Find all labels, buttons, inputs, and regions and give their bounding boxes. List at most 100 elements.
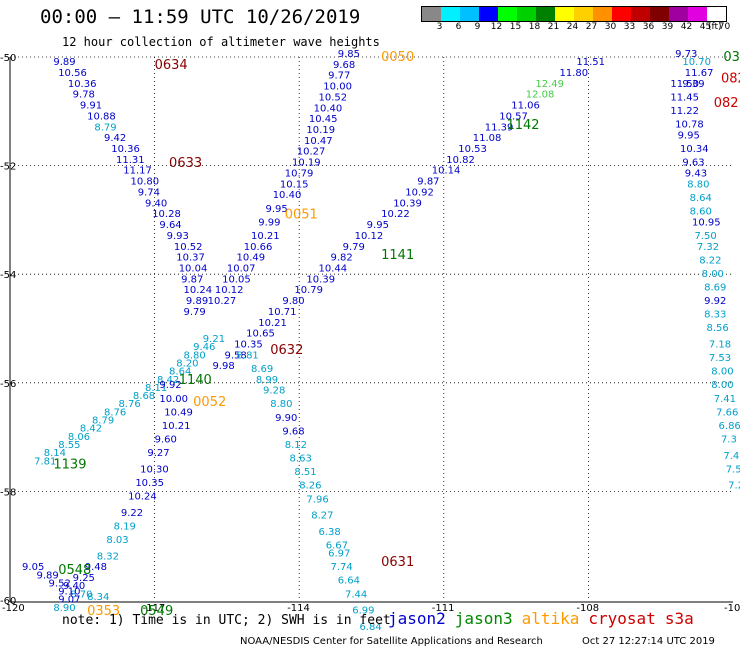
wave-height-value: 8.27 bbox=[311, 511, 333, 522]
color-scale-label: 42 bbox=[680, 22, 693, 32]
lon-tick-label: -114 bbox=[287, 603, 310, 614]
wave-height-value: 10.79 bbox=[294, 285, 323, 296]
map-title: 00:00 — 11:59 UTC 10/26/2019 bbox=[40, 6, 361, 28]
color-scale-label: 9 bbox=[474, 22, 481, 32]
wave-height-value: 7.74 bbox=[331, 562, 353, 573]
color-scale-swatch bbox=[631, 7, 650, 21]
pass-time-label: 0549 bbox=[140, 604, 173, 619]
wave-height-value: 9.73 bbox=[675, 49, 697, 60]
wave-height-value: 9.95 bbox=[265, 204, 287, 215]
track-cryosat: 0821 bbox=[714, 96, 740, 111]
lat-tick-label: -52 bbox=[0, 162, 16, 173]
pass-time-label: 1142 bbox=[506, 118, 539, 133]
color-scale-label: 39 bbox=[661, 22, 674, 32]
wave-height-value: 9.22 bbox=[121, 508, 143, 519]
wave-height-value: 10.04 bbox=[179, 263, 208, 274]
color-scale-swatch bbox=[422, 7, 441, 21]
wave-height-value: 10.35 bbox=[234, 340, 263, 351]
wave-height-value: 9.46 bbox=[193, 342, 215, 353]
wave-height-value: 9.60 bbox=[155, 435, 177, 446]
wave-height-value: 9.80 bbox=[282, 296, 304, 307]
wave-height-value: 7.44 bbox=[345, 589, 367, 600]
wave-height-value: 10.30 bbox=[140, 464, 169, 475]
wave-height-value: 10.12 bbox=[355, 231, 384, 242]
wave-height-value: 10.21 bbox=[162, 421, 191, 432]
wave-height-value: 10.39 bbox=[306, 274, 335, 285]
wave-height-value: 8.42 bbox=[80, 424, 102, 435]
wave-height-value: 6.38 bbox=[318, 527, 340, 538]
pass-time-label: 0631 bbox=[381, 555, 414, 570]
pass-time-label: 1139 bbox=[53, 457, 86, 472]
wave-height-value: 10.00 bbox=[159, 394, 188, 405]
wave-height-value: 10.80 bbox=[131, 177, 160, 188]
color-scale-label: 21 bbox=[547, 22, 560, 32]
wave-height-value: 10.95 bbox=[692, 217, 721, 228]
wave-height-value: 10.71 bbox=[268, 307, 297, 318]
wave-height-value: 9.21 bbox=[203, 334, 225, 345]
wave-height-value: 11.06 bbox=[511, 101, 540, 112]
wave-height-value: 8.69 bbox=[704, 282, 726, 293]
wave-height-value: 8.42 bbox=[157, 375, 179, 386]
wave-height-value: 7.41 bbox=[714, 394, 736, 405]
wave-height-value: 9.89 bbox=[53, 57, 75, 68]
wave-height-value: 7.96 bbox=[306, 494, 328, 505]
wave-height-value: 9.28 bbox=[263, 386, 285, 397]
pass-time-label: 0632 bbox=[270, 343, 303, 358]
track-jason3: 1140 bbox=[179, 373, 212, 388]
color-scale-label: 36 bbox=[642, 22, 655, 32]
wave-height-value: 9.98 bbox=[212, 361, 234, 372]
credit-line: NOAA/NESDIS Center for Satellite Applica… bbox=[240, 636, 543, 647]
wave-height-value: 9.93 bbox=[167, 231, 189, 242]
map-subtitle: 12 hour collection of altimeter wave hei… bbox=[62, 35, 380, 49]
color-scale-label: 27 bbox=[585, 22, 598, 32]
lat-tick-label: -58 bbox=[0, 487, 16, 498]
wave-height-value: 10.24 bbox=[128, 492, 157, 503]
wave-height-value: 9.27 bbox=[147, 448, 169, 459]
color-scale-label: 12 bbox=[490, 22, 503, 32]
satellite-s3a: s3a bbox=[664, 609, 694, 628]
wave-height-value: 9.89 bbox=[186, 296, 208, 307]
wave-height-value: 10.66 bbox=[244, 242, 273, 253]
track-jason2: 9.92 10.00 10.49 10.21 9.60 9.27 10.30 10.35 10.… bbox=[63, 343, 303, 603]
wave-height-value: 9.74 bbox=[138, 187, 160, 198]
wave-height-value: 6.97 bbox=[328, 549, 350, 560]
track-jason2: 9.8910.5610.369.789.9110.888.799.4210.36… bbox=[53, 57, 212, 318]
satellite-tracks: 9.8910.5610.369.789.9110.888.799.4210.36… bbox=[22, 49, 740, 633]
wave-height-value: 10.35 bbox=[135, 478, 164, 489]
track-altika: 0353 bbox=[87, 604, 120, 619]
wave-height-value: 10.24 bbox=[184, 285, 213, 296]
wave-height-value: 10.92 bbox=[405, 187, 434, 198]
wave-height-value: 8.80 bbox=[687, 179, 709, 190]
color-scale-swatch bbox=[707, 7, 726, 21]
lat-tick-label: -56 bbox=[0, 379, 16, 390]
wave-height-value: 10.00 bbox=[323, 82, 352, 93]
wave-height-value: 10.27 bbox=[297, 147, 326, 158]
wave-height-value: 8.20 bbox=[176, 359, 198, 370]
wave-height-value: 8.60 bbox=[690, 206, 712, 217]
pass-time-label: 0051 bbox=[285, 207, 318, 222]
wave-height-value: 9.42 bbox=[104, 133, 126, 144]
lon-tick-label: -111 bbox=[432, 603, 455, 614]
wave-height-value: 9.90 bbox=[275, 413, 297, 424]
wave-height-value: 9.95 bbox=[367, 220, 389, 231]
color-scale-swatch bbox=[669, 7, 688, 21]
track-jason3: 11.5111.8012.4912.0811.0610.5711.3911.08… bbox=[212, 57, 605, 372]
wave-height-value: 10.21 bbox=[258, 318, 287, 329]
color-scale-bar bbox=[421, 6, 727, 22]
wave-height-value: 10.49 bbox=[164, 407, 193, 418]
wave-height-value: 9.52 bbox=[49, 578, 71, 589]
wave-height-value: 10.57 bbox=[499, 111, 528, 122]
wave-height-value: 7.50 bbox=[694, 231, 716, 242]
wave-height-value: 7.81 bbox=[34, 456, 56, 467]
color-scale-label: 33 bbox=[623, 22, 636, 32]
wave-height-value: 11.22 bbox=[670, 106, 699, 117]
wave-height-value: 10.56 bbox=[58, 68, 87, 79]
wave-height-value: 8.00 bbox=[711, 367, 733, 378]
wave-height-value: 9.40 bbox=[63, 581, 85, 592]
wave-height-value: 9.92 bbox=[704, 296, 726, 307]
satellite-legend: jason2 jason3 altika cryosat s3a bbox=[388, 609, 703, 628]
wave-height-value: 7.2 bbox=[728, 481, 740, 492]
color-scale-swatch bbox=[612, 7, 631, 21]
wave-height-value: 12.49 bbox=[535, 79, 564, 90]
wave-height-value: 9.91 bbox=[80, 101, 102, 112]
